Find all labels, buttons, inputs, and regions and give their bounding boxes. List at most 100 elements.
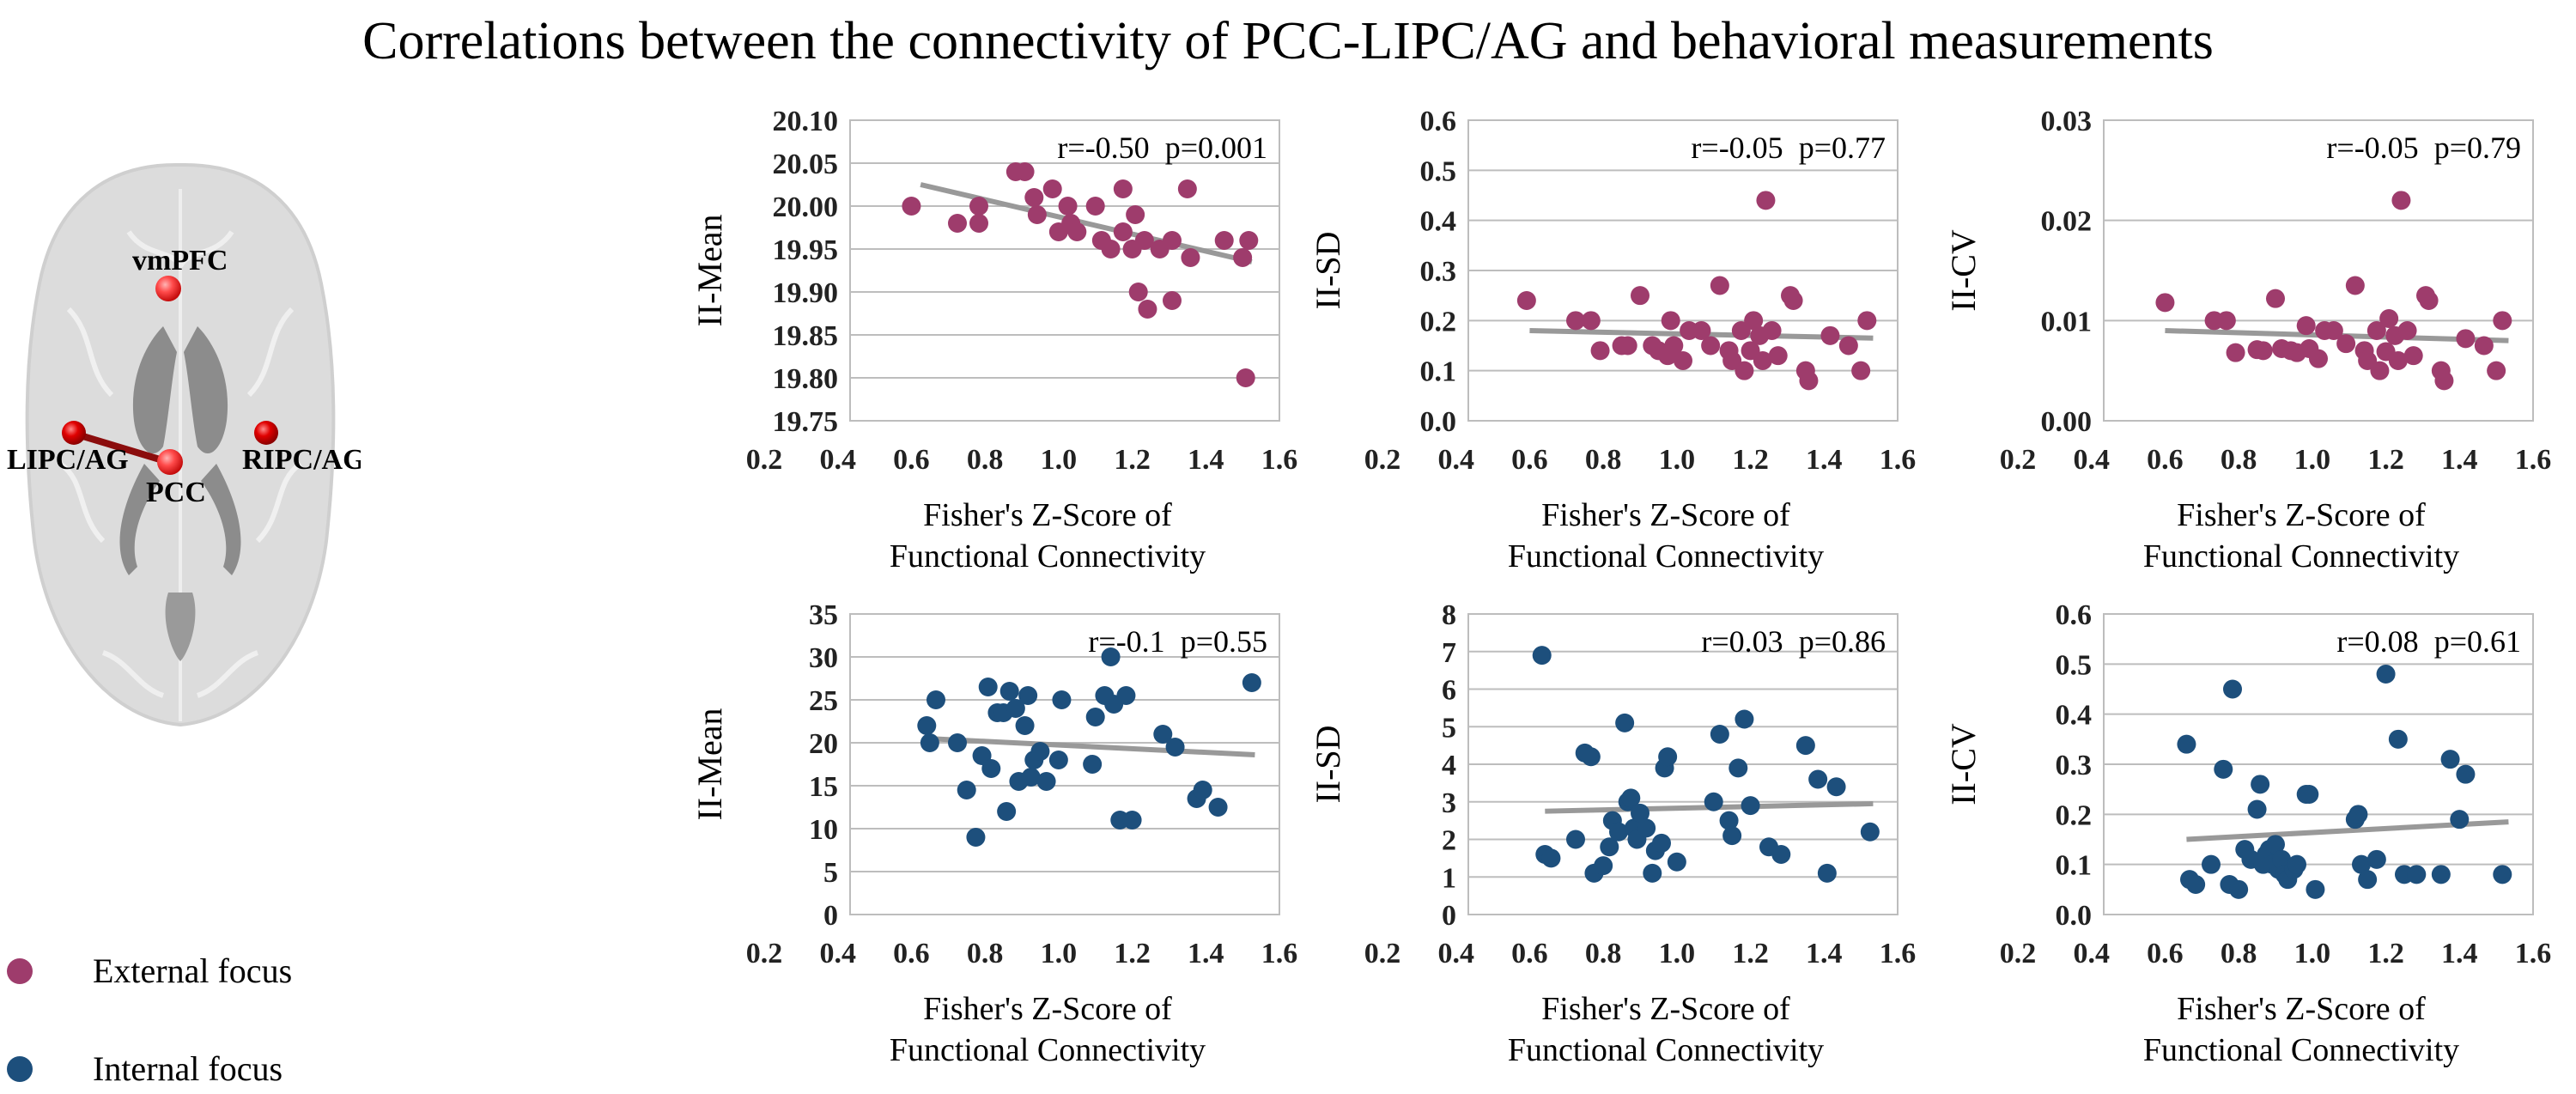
figure-title: Correlations between the connectivity of… — [362, 12, 2214, 70]
data-point — [2266, 835, 2285, 854]
stat-p: p=0.79 — [2434, 131, 2521, 165]
data-point — [957, 781, 976, 799]
data-point — [1236, 368, 1255, 387]
x-tick-label: 1.6 — [1880, 938, 1917, 969]
data-point — [2155, 293, 2175, 313]
stat-gap — [2419, 131, 2434, 165]
y-tick-label: 19.95 — [773, 234, 839, 266]
data-point — [2352, 854, 2371, 874]
stat-r: r=-0.1 — [1088, 624, 1164, 659]
data-point — [999, 682, 1019, 701]
x-tick-label: 1.6 — [1261, 938, 1298, 969]
x-tick-label: 1.0 — [1041, 444, 1078, 476]
stat-gap — [2419, 624, 2434, 659]
data-point — [1719, 811, 1739, 830]
data-point — [1808, 769, 1828, 789]
data-point — [1085, 708, 1105, 726]
y-tick-label: 0.4 — [2056, 700, 2093, 732]
data-point — [1795, 736, 1815, 756]
data-point — [2366, 321, 2386, 340]
data-point — [2247, 799, 2267, 819]
x-tick-label: 1.2 — [2367, 444, 2404, 476]
data-point — [1101, 647, 1121, 666]
data-point — [2253, 341, 2273, 361]
data-point — [981, 759, 1001, 778]
stat-p: p=0.55 — [1181, 624, 1267, 659]
data-point — [1193, 781, 1212, 799]
data-point — [1768, 346, 1788, 366]
x-tick-label: 1.6 — [2515, 938, 2552, 969]
data-point — [1652, 833, 1671, 853]
data-point — [1214, 231, 1234, 250]
data-point — [966, 828, 986, 847]
data-point — [1667, 852, 1686, 872]
x-tick-label: 0.2 — [746, 444, 783, 476]
stat-p: p=0.86 — [1799, 624, 1886, 659]
data-point — [1165, 738, 1185, 757]
data-point — [2202, 854, 2221, 874]
scatter-plot-external-ii-sd: 0.0 0.1 0.2 0.3 0.4 0.5 0.6 0.2 0.4 0.6 0.8 1.0 1.2 1… — [1309, 106, 1916, 574]
data-point — [2456, 764, 2476, 784]
data-point — [1771, 845, 1791, 864]
y-tick-label: 0 — [1442, 900, 1456, 932]
stat-r: r=-0.05 — [2326, 131, 2418, 165]
y-axis-label: II-SD — [1309, 231, 1347, 309]
stat-r: r=-0.05 — [1691, 131, 1783, 165]
y-tick-label: 35 — [809, 599, 838, 631]
x-axis-label: Functional Connectivity — [1508, 1032, 1824, 1068]
data-point — [1674, 351, 1692, 370]
y-tick-label: 3 — [1442, 787, 1456, 819]
scatter-plot-external-ii-cv: 0.00 0.01 0.02 0.03 0.2 0.4 0.6 0.8 1.0 1.2 1.4 1.6… — [1944, 106, 2551, 574]
data-point — [2450, 810, 2470, 830]
stat-annotation: r=0.03 p=0.86 — [1701, 624, 1886, 659]
y-tick-label: 0.0 — [2056, 900, 2093, 932]
x-axis-label: Fisher's Z-Score of — [1541, 497, 1790, 533]
x-axis-label: Fisher's Z-Score of — [923, 497, 1172, 533]
y-tick-label: 0.5 — [1420, 155, 1457, 187]
data-point — [1233, 248, 1253, 267]
data-point — [2345, 276, 2365, 295]
ripc-node — [254, 421, 278, 445]
data-point — [917, 716, 937, 735]
data-point — [1710, 276, 1729, 295]
data-point — [1735, 709, 1754, 729]
y-tick-label: 2 — [1442, 825, 1456, 857]
data-point — [1581, 747, 1601, 767]
stat-annotation: r=-0.50 p=0.001 — [1057, 131, 1267, 165]
x-tick-label: 0.8 — [1585, 444, 1622, 476]
data-point — [1762, 321, 1782, 340]
y-tick-label: 0.3 — [1420, 256, 1457, 288]
y-tick-label: 20.00 — [773, 191, 839, 223]
stat-annotation: r=-0.05 p=0.77 — [1691, 131, 1886, 165]
data-point — [1756, 191, 1776, 210]
y-tick-label: 20 — [809, 728, 838, 760]
data-point — [1615, 713, 1635, 732]
stat-annotation: r=-0.1 p=0.55 — [1088, 624, 1267, 659]
data-point — [1692, 321, 1711, 340]
ventricles — [132, 326, 228, 454]
y-tick-label: 0.02 — [2041, 206, 2093, 238]
y-tick-label: 0.03 — [2041, 106, 2093, 137]
x-axis-label: Fisher's Z-Score of — [923, 991, 1172, 1027]
data-point — [1036, 772, 1056, 791]
data-point — [1600, 837, 1619, 857]
data-point — [2336, 334, 2356, 354]
data-point — [2376, 665, 2396, 684]
plot-border — [849, 613, 1280, 915]
scatter-plot-internal-ii-mean: 0 5 10 15 20 25 30 35 0.2 0.4 0.6 0.8 1.0 1.2 1.4 1.6 Fi… — [690, 599, 1298, 1068]
data-point — [1658, 747, 1678, 767]
stat-annotation: r=0.08 p=0.61 — [2336, 624, 2521, 659]
y-axis-label: II-CV — [1944, 723, 1983, 805]
stat-r: r=-0.50 — [1057, 131, 1149, 165]
brain-folds — [58, 230, 302, 698]
data-point — [2456, 329, 2476, 349]
y-tick-label: 0.2 — [1420, 306, 1457, 337]
data-point — [1741, 796, 1760, 816]
legend-item-internal: Internal focus — [0, 1042, 361, 1094]
data-point — [2287, 854, 2306, 874]
data-point — [1113, 222, 1133, 241]
connection-line — [76, 431, 170, 465]
stat-annotation: r=-0.05 p=0.79 — [2326, 131, 2521, 165]
data-point — [1042, 179, 1062, 198]
data-point — [1083, 755, 1103, 774]
